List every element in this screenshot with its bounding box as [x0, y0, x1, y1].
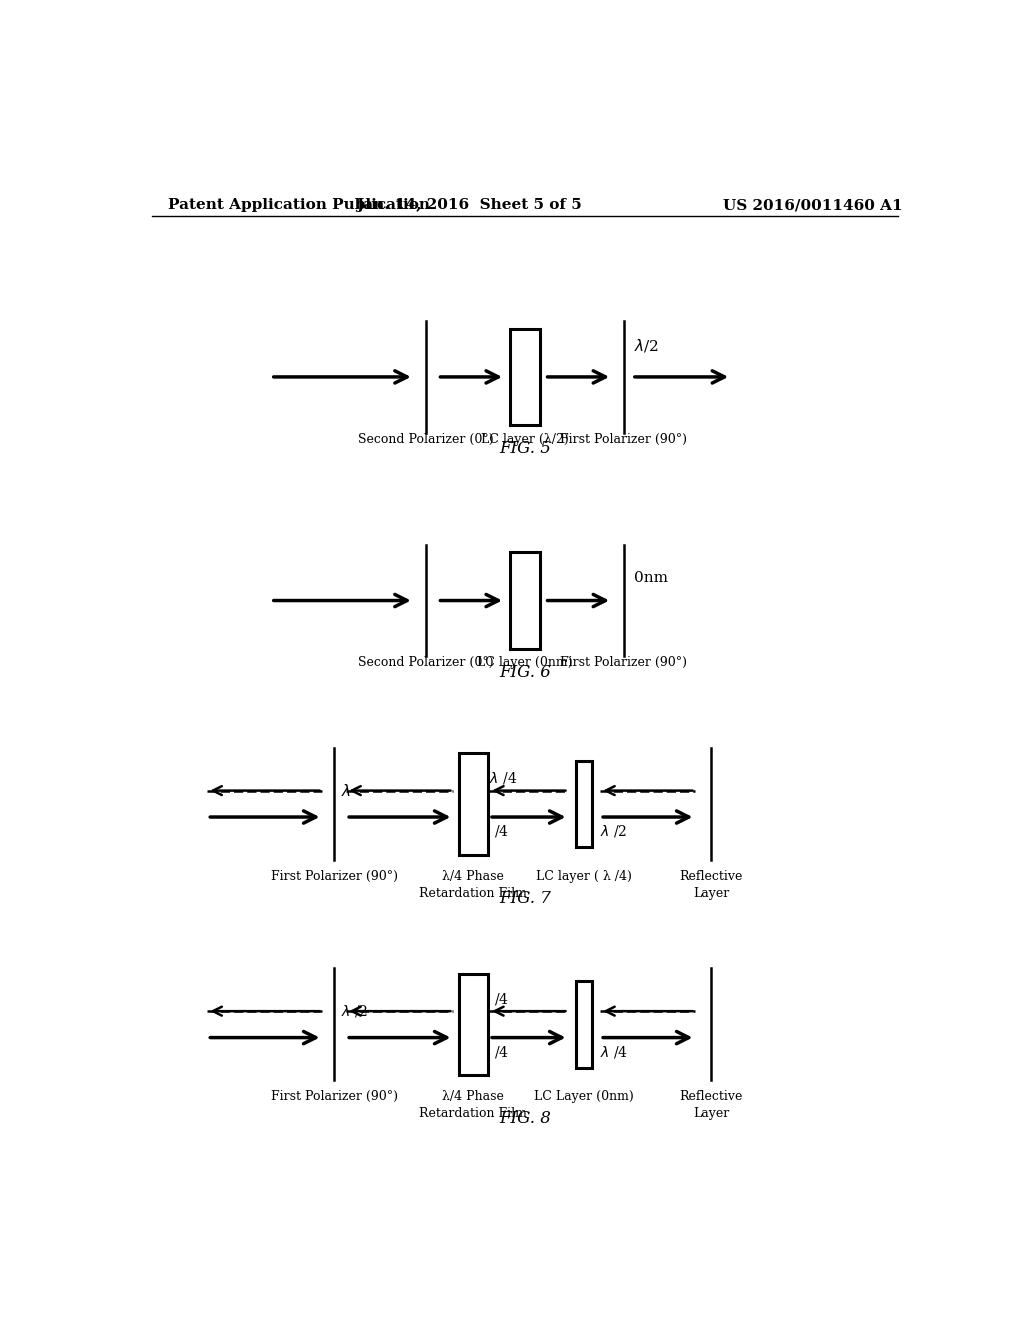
- Text: First Polarizer (90°): First Polarizer (90°): [270, 870, 398, 883]
- Text: LC layer ( λ /4): LC layer ( λ /4): [537, 870, 632, 883]
- Text: LC layer (0nm): LC layer (0nm): [477, 656, 572, 669]
- Text: Jan. 14, 2016  Sheet 5 of 5: Jan. 14, 2016 Sheet 5 of 5: [356, 198, 582, 213]
- Bar: [577, 981, 592, 1068]
- Text: First Polarizer (90°): First Polarizer (90°): [560, 656, 687, 669]
- Text: Reflective
Layer: Reflective Layer: [680, 1090, 743, 1121]
- Bar: [577, 760, 592, 847]
- Text: $\lambda$/2: $\lambda$/2: [634, 337, 659, 354]
- Text: 0nm: 0nm: [634, 572, 669, 585]
- Text: FIG. 5: FIG. 5: [499, 440, 551, 457]
- Bar: [510, 329, 540, 425]
- Bar: [459, 974, 487, 1076]
- Text: $\lambda$ /4: $\lambda$ /4: [600, 1044, 629, 1060]
- Text: $\lambda$ /2: $\lambda$ /2: [600, 824, 628, 840]
- Text: $3\lambda$ /4: $3\lambda$ /4: [481, 771, 517, 787]
- Text: $\lambda$ /4: $\lambda$ /4: [481, 824, 509, 840]
- Bar: [459, 752, 487, 854]
- Text: Reflective
Layer: Reflective Layer: [680, 870, 743, 900]
- Text: First Polarizer (90°): First Polarizer (90°): [270, 1090, 398, 1104]
- Text: FIG. 6: FIG. 6: [499, 664, 551, 681]
- Text: FIG. 7: FIG. 7: [499, 890, 551, 907]
- Text: Second Polarizer (0°): Second Polarizer (0°): [357, 433, 494, 446]
- Text: λ/4 Phase
Retardation Film: λ/4 Phase Retardation Film: [419, 1090, 527, 1121]
- Text: Patent Application Publication: Patent Application Publication: [168, 198, 430, 213]
- Text: $\lambda$: $\lambda$: [341, 783, 351, 799]
- Text: $\lambda$ /2: $\lambda$ /2: [341, 1003, 368, 1019]
- Text: US 2016/0011460 A1: US 2016/0011460 A1: [723, 198, 903, 213]
- Text: FIG. 8: FIG. 8: [499, 1110, 551, 1127]
- Text: $\lambda$ /4: $\lambda$ /4: [481, 1044, 509, 1060]
- Text: First Polarizer (90°): First Polarizer (90°): [560, 433, 687, 446]
- Text: LC layer (λ/2): LC layer (λ/2): [481, 433, 568, 446]
- Bar: [510, 552, 540, 649]
- Text: λ/4 Phase
Retardation Film: λ/4 Phase Retardation Film: [419, 870, 527, 900]
- Text: $\lambda$ /4: $\lambda$ /4: [481, 991, 509, 1007]
- Text: Second Polarizer (0°): Second Polarizer (0°): [357, 656, 494, 669]
- Text: LC Layer (0nm): LC Layer (0nm): [535, 1090, 634, 1104]
